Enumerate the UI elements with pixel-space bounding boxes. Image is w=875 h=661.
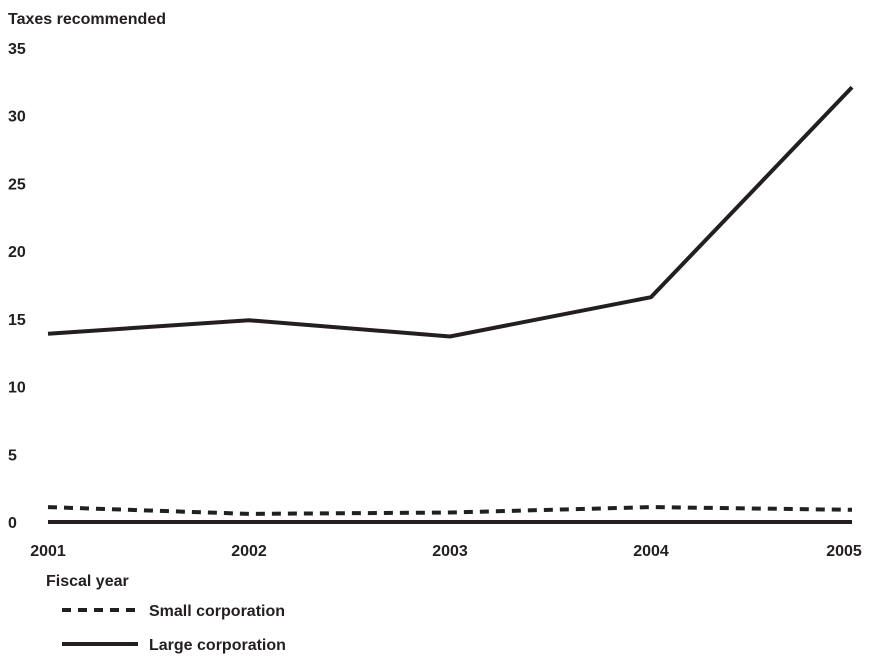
x-tick-label: 2002 bbox=[231, 543, 267, 560]
x-tick-label: 2005 bbox=[826, 543, 862, 560]
legend-label: Large corporation bbox=[149, 637, 286, 654]
large-corporation-series-line bbox=[48, 87, 852, 336]
x-tick-label: 2004 bbox=[633, 543, 669, 560]
y-tick-label: 0 bbox=[8, 515, 17, 532]
legend: Small corporation Large corporation bbox=[62, 603, 286, 654]
y-tick-label: 20 bbox=[8, 244, 26, 261]
y-tick-label: 35 bbox=[8, 41, 26, 58]
y-tick-label: 5 bbox=[8, 447, 17, 464]
y-tick-labels: 0 5 10 15 20 25 30 35 bbox=[8, 41, 26, 532]
y-tick-label: 15 bbox=[8, 312, 26, 329]
x-tick-label: 2003 bbox=[432, 543, 468, 560]
series-layer bbox=[48, 87, 852, 514]
x-tick-labels: 2001 2002 2003 2004 2005 bbox=[30, 543, 862, 560]
legend-label: Small corporation bbox=[149, 603, 285, 620]
x-tick-label: 2001 bbox=[30, 543, 66, 560]
y-tick-label: 30 bbox=[8, 109, 26, 126]
y-tick-label: 25 bbox=[8, 176, 26, 193]
y-axis-title: Taxes recommended bbox=[8, 11, 166, 28]
small-corporation-series-line bbox=[48, 507, 852, 514]
y-tick-label: 10 bbox=[8, 380, 26, 397]
x-axis-title: Fiscal year bbox=[46, 573, 129, 590]
